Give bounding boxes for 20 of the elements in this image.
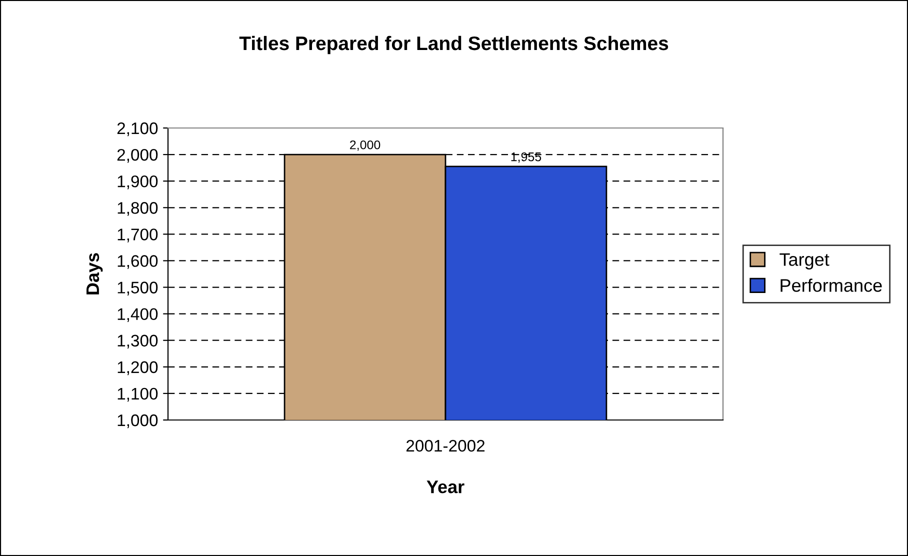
x-axis-title: Year: [426, 480, 464, 494]
y-tick-label: 2,000: [117, 148, 158, 163]
y-tick-label: 1,600: [118, 255, 158, 269]
y-tick-label: 1,900: [118, 175, 158, 190]
legend-label: Performance: [780, 278, 882, 292]
y-tick-label: 1,800: [118, 202, 158, 216]
y-tick-label: 2,100: [117, 122, 158, 136]
y-tick-label: 1,100: [118, 388, 158, 402]
y-tick-label: 1,300: [118, 334, 158, 349]
y-tick-label: 1,200: [118, 361, 158, 376]
legend-label: Target: [780, 253, 830, 270]
y-tick-label: 1,000: [118, 414, 158, 428]
y-tick-label: 1,700: [118, 228, 158, 242]
chart-title: Titles Prepared for Land Settlements Schemes: [239, 36, 668, 54]
x-tick-label: 2001-2002: [406, 440, 485, 452]
y-axis-title: Days: [86, 253, 103, 294]
y-tick-label: 1,400: [118, 308, 158, 322]
y-tick-label: 1,500: [118, 282, 158, 296]
data-label: 2,000: [350, 140, 380, 151]
data-label: 1,955: [511, 152, 542, 163]
